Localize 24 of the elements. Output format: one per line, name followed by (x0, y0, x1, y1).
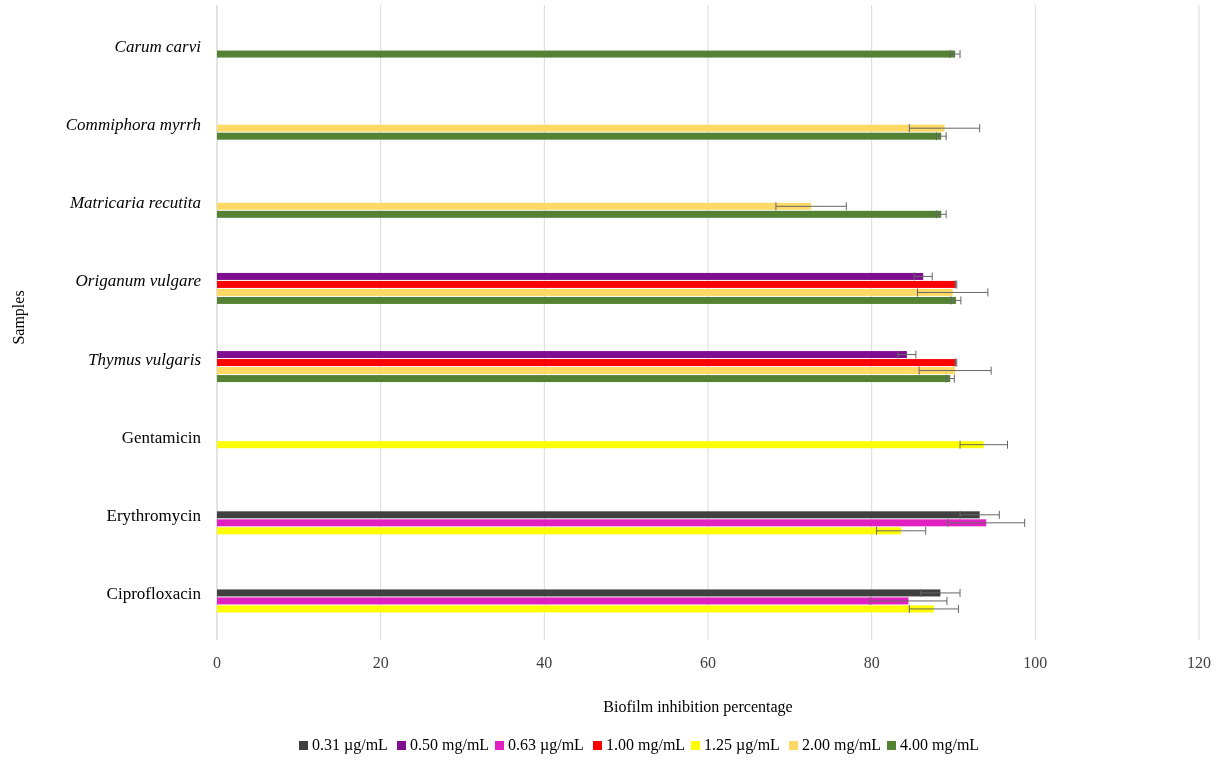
y-tick-label: Carum carvi (114, 37, 202, 57)
legend-label: 2.00 mg/mL (802, 736, 882, 754)
y-axis-title: Samples (10, 290, 28, 345)
x-tick-label: 0 (213, 654, 221, 671)
legend-label: 4.00 mg/mL (900, 736, 980, 754)
legend-label: 1.00 mg/mL (606, 736, 686, 754)
y-tick-label: Commiphora myrrh (65, 115, 201, 135)
y-tick-label: Gentamicin (121, 427, 202, 447)
y-tick-label: Erythromycin (106, 505, 202, 525)
y-tick-label: Origanum vulgare (75, 271, 202, 291)
x-tick-label: 60 (700, 654, 716, 671)
x-tick-label: 80 (863, 654, 880, 671)
x-tick-label: 20 (372, 654, 389, 671)
legend-label: 0.50 mg/mL (410, 736, 490, 754)
y-tick-label: Matricaria recutita (68, 193, 201, 213)
legend-label: 0.63 µg/mL (508, 736, 584, 754)
x-tick-label: 120 (1187, 654, 1211, 671)
legend-label: 0.31 µg/mL (312, 736, 388, 754)
x-axis-title: Biofilm inhibition percentage (603, 698, 793, 716)
x-tick-label: 100 (1023, 654, 1048, 671)
y-tick-label: Ciprofloxacin (106, 583, 202, 603)
y-tick-label: Thymus vulgaris (88, 349, 202, 369)
x-tick-label: 40 (536, 654, 553, 671)
legend-label: 1.25 µg/mL (704, 736, 780, 754)
